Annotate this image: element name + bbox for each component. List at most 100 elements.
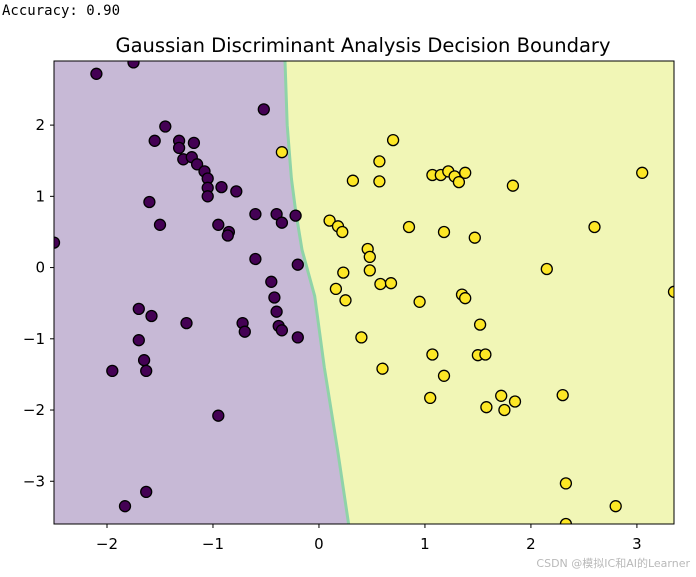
class-1-point	[556, 388, 569, 402]
class-0-point	[159, 120, 172, 133]
class-0-point	[275, 216, 289, 229]
chart-title: Gaussian Discriminant Analysis Decision …	[115, 34, 610, 57]
x-tick-label: 0	[314, 535, 324, 553]
class-1-point	[373, 155, 386, 168]
class-1-point	[508, 395, 522, 408]
class-1-point	[479, 348, 492, 361]
class-0-point	[90, 67, 103, 80]
x-tick-label: 3	[632, 535, 642, 553]
class-1-point	[459, 166, 472, 179]
class-1-point	[468, 231, 481, 244]
class-0-point	[268, 291, 281, 304]
class-1-point	[559, 517, 573, 524]
class-1-point	[363, 250, 376, 264]
class-0-point	[270, 305, 283, 318]
class-0-point	[265, 275, 278, 288]
class-1-point	[323, 214, 336, 227]
class-1-point	[402, 220, 416, 234]
x-axis: −2 −1 0 1 2 3	[96, 524, 642, 553]
y-axis: −3 −2 −1 0 1 2	[23, 116, 54, 490]
class-1-point	[636, 166, 649, 179]
y-tick-label: 2	[35, 116, 45, 134]
class-0-point	[153, 218, 167, 231]
class-1-point	[374, 277, 387, 291]
class-0-point	[215, 180, 228, 194]
class-1-point	[459, 292, 472, 305]
class-1-point	[376, 362, 389, 375]
class-0-point	[221, 229, 234, 242]
class-0-point	[190, 158, 204, 171]
class-0-point	[187, 136, 201, 150]
class-1-point	[540, 262, 553, 276]
class-1-point	[363, 264, 376, 277]
class-1-point	[275, 146, 289, 159]
class-0-point	[212, 218, 225, 231]
class-1-point	[473, 318, 487, 331]
class-1-point	[667, 285, 674, 298]
class-1-point	[495, 389, 508, 402]
class-1-point	[337, 266, 350, 279]
class-1-point	[588, 220, 601, 234]
class-1-point	[424, 391, 437, 405]
class-0-point	[106, 364, 119, 378]
plot-area	[54, 61, 674, 524]
class-0-point	[289, 209, 302, 222]
class-0-point	[201, 190, 214, 203]
class-1-point	[559, 477, 573, 490]
class-1-point	[437, 225, 451, 239]
y-tick-label: −3	[23, 472, 45, 490]
class-0-point	[212, 409, 225, 422]
class-1-region	[285, 61, 674, 524]
class-0-point	[291, 331, 304, 344]
class-0-point	[238, 325, 251, 338]
class-0-point	[275, 324, 289, 337]
class-0-point	[148, 134, 161, 147]
watermark-text: CSDN @模拟IC和AI的Learner	[536, 557, 690, 570]
x-tick-label: 1	[420, 535, 430, 553]
x-tick-label: −1	[202, 535, 224, 553]
class-0-point	[230, 185, 243, 198]
class-1-point	[384, 277, 398, 290]
scatter-points	[54, 61, 674, 524]
class-0-point	[140, 485, 153, 499]
class-0-point	[257, 103, 270, 116]
class-1-point	[339, 294, 352, 307]
console-output-text: Accuracy: 0.90	[2, 3, 121, 19]
decision-boundary-line	[283, 61, 351, 524]
x-tick-label: −2	[96, 535, 118, 553]
class-1-point	[373, 175, 386, 188]
class-0-point	[132, 334, 145, 347]
class-1-point	[609, 500, 622, 513]
class-0-point	[132, 302, 145, 316]
class-0-point	[249, 207, 262, 221]
class-1-point	[506, 179, 520, 192]
y-tick-label: −1	[23, 330, 45, 348]
y-tick-label: 0	[35, 259, 45, 277]
y-tick-label: 1	[35, 187, 45, 205]
class-0-point	[54, 236, 61, 249]
class-1-point	[386, 133, 400, 147]
class-0-point	[118, 500, 132, 513]
class-0-point	[127, 61, 140, 69]
class-0-point	[172, 141, 186, 155]
class-0-point	[249, 252, 262, 266]
class-1-point	[426, 348, 439, 361]
class-0-point	[291, 258, 304, 271]
class-0-point	[145, 309, 158, 323]
class-0-point	[143, 195, 156, 209]
class-1-point	[452, 175, 466, 189]
class-1-point	[336, 225, 349, 239]
class-1-point	[355, 331, 368, 344]
class-0-point	[137, 354, 151, 367]
axes-frame	[53, 60, 675, 525]
class-1-point	[498, 403, 511, 417]
class-1-point	[346, 174, 360, 187]
class-0-point	[180, 316, 193, 330]
class-1-point	[329, 282, 343, 296]
y-tick-label: −2	[23, 401, 45, 419]
class-0-point	[140, 364, 153, 378]
class-1-point	[413, 295, 426, 308]
x-tick-label: 2	[526, 535, 536, 553]
class-1-point	[437, 369, 451, 382]
